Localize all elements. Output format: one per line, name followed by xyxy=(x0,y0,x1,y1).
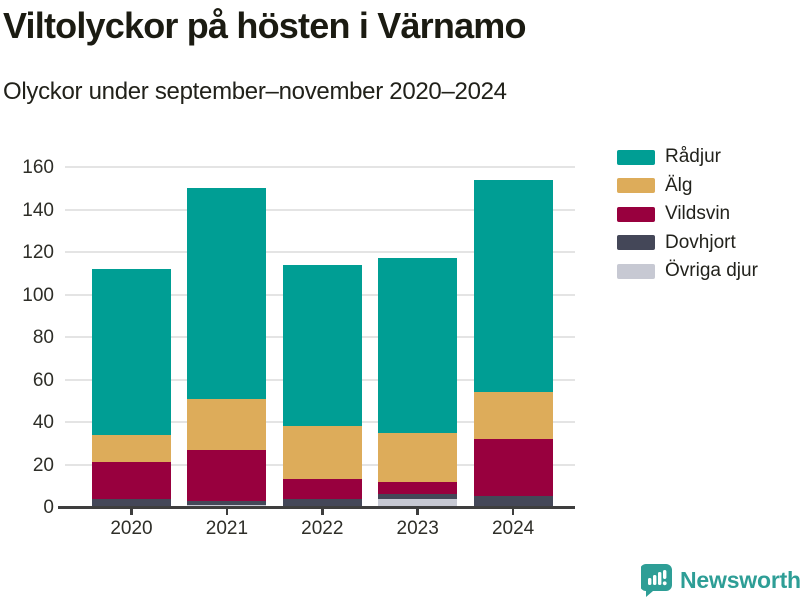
y-axis-label: 140 xyxy=(22,199,54,221)
bar-2021 xyxy=(187,188,267,507)
gridline xyxy=(65,208,575,211)
legend-label-radjur: Rådjur xyxy=(665,146,721,167)
legend-item-dovhjort: Dovhjort xyxy=(617,231,800,253)
legend-label-dovhjort: Dovhjort xyxy=(665,231,736,253)
bar-segment-alg-2023 xyxy=(378,432,458,482)
bar-segment-vildsvin-2020 xyxy=(92,462,171,499)
legend-item-ovriga-djur: Övriga djur xyxy=(617,260,800,281)
newsworthy-logo-icon xyxy=(641,564,672,597)
bar-segment-dovhjort-2023 xyxy=(378,494,458,499)
bar-segment-vildsvin-2023 xyxy=(378,481,458,495)
bar-segment-dovhjort-2021 xyxy=(187,500,267,505)
y-axis-label: 160 xyxy=(22,157,54,178)
x-axis-tick xyxy=(225,508,229,515)
bar-segment-vildsvin-2021 xyxy=(187,449,267,501)
bar-segment-dovhjort-2024 xyxy=(473,496,553,507)
x-axis-tick xyxy=(321,508,324,515)
x-axis-tick xyxy=(416,508,419,515)
y-axis-label: 120 xyxy=(22,242,54,263)
legend-item-alg: Älg xyxy=(617,174,800,196)
x-axis-label-2023: 2023 xyxy=(396,518,439,539)
x-axis-label-2020: 2020 xyxy=(110,518,153,539)
bar-segment-radjur-2022 xyxy=(282,264,362,427)
brand-name: Newsworthy xyxy=(680,566,800,593)
bar-segment-ovriga-djur-2023 xyxy=(378,498,458,507)
x-axis-tick xyxy=(130,508,133,515)
legend-label-alg: Älg xyxy=(665,174,693,196)
x-axis-tick xyxy=(511,508,515,515)
brand-footer: Newsworthy xyxy=(641,563,800,597)
bar-segment-radjur-2021 xyxy=(187,188,267,399)
gridline xyxy=(65,251,575,253)
legend-item-radjur: Rådjur xyxy=(617,146,800,167)
bar-2023 xyxy=(378,258,458,507)
bar-segment-radjur-2020 xyxy=(92,269,171,435)
y-axis-label: 40 xyxy=(32,412,54,433)
bar-2022 xyxy=(282,264,362,507)
bar-segment-radjur-2023 xyxy=(378,258,458,433)
legend-item-vildsvin: Vildsvin xyxy=(617,203,800,224)
legend: Rådjur Älg Vildsvin Dovhjort Övriga djur xyxy=(617,146,800,290)
y-axis: 0 20 40 60 80 100 120 140 160 xyxy=(0,150,54,518)
bar-segment-dovhjort-2022 xyxy=(282,498,362,507)
bar-segment-alg-2020 xyxy=(92,434,171,463)
x-axis-line xyxy=(58,505,575,509)
bar-segment-vildsvin-2024 xyxy=(473,439,553,497)
legend-swatch-alg xyxy=(617,178,655,193)
chart-subtitle: Olyckor under september–november 2020–20… xyxy=(3,78,507,105)
gridline xyxy=(65,166,575,168)
legend-swatch-radjur xyxy=(617,149,655,165)
x-axis-label-2022: 2022 xyxy=(301,518,344,539)
y-axis-label: 60 xyxy=(32,369,54,391)
bar-2020 xyxy=(92,269,171,507)
bar-segment-dovhjort-2020 xyxy=(92,498,171,507)
bar-2024 xyxy=(473,179,553,507)
y-axis-label: 20 xyxy=(32,454,54,476)
x-axis-label-2021: 2021 xyxy=(205,518,249,539)
legend-label-ovriga-djur: Övriga djur xyxy=(665,260,758,281)
y-axis-label: 100 xyxy=(22,284,54,306)
bar-segment-radjur-2024 xyxy=(473,179,553,393)
legend-swatch-ovriga-djur xyxy=(617,263,655,279)
y-axis-label: 0 xyxy=(43,497,54,518)
legend-swatch-dovhjort xyxy=(617,235,655,250)
chart-title: Viltolyckor på hösten i Värnamo xyxy=(3,5,527,46)
bar-segment-vildsvin-2022 xyxy=(282,479,362,499)
bar-segment-alg-2021 xyxy=(187,398,267,450)
bar-segment-alg-2022 xyxy=(282,426,362,480)
y-axis-label: 80 xyxy=(32,327,54,348)
legend-swatch-vildsvin xyxy=(617,206,655,222)
x-axis-label-2024: 2024 xyxy=(491,518,535,539)
legend-label-vildsvin: Vildsvin xyxy=(665,203,731,224)
plot-area xyxy=(65,150,575,507)
bar-segment-alg-2024 xyxy=(473,392,553,439)
